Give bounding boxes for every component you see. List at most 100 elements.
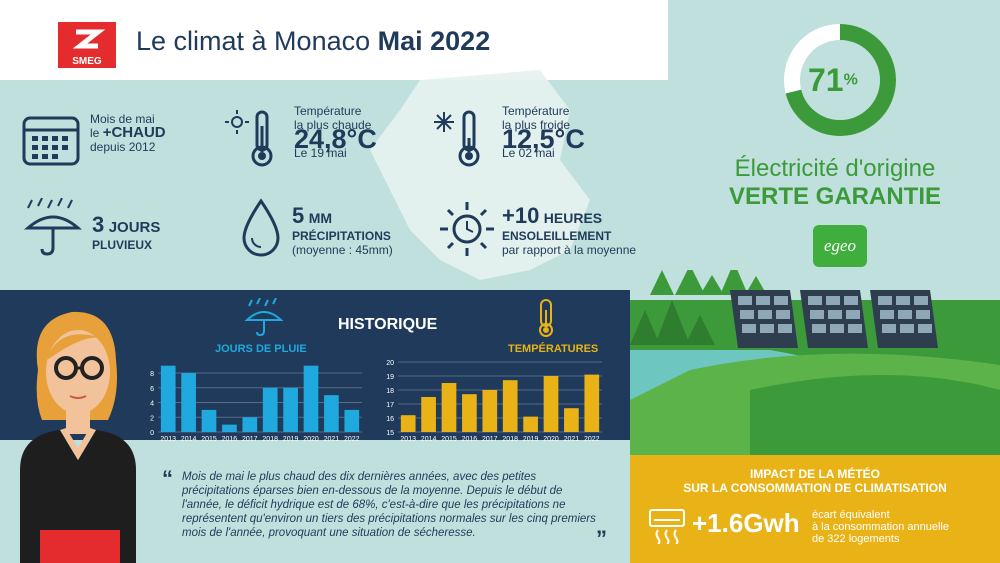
cold-thermometer-icon	[434, 110, 480, 167]
title-highlight: Mai 2022	[377, 26, 491, 56]
min-temp-label1: Température	[502, 104, 570, 118]
bar	[344, 409, 360, 432]
map-silhouette	[370, 70, 590, 280]
rain-days-value: 3	[92, 212, 105, 237]
historique-title: HISTORIQUE	[338, 316, 438, 333]
x-tick-label: 2013	[400, 436, 416, 443]
bar	[283, 387, 298, 432]
bar	[584, 374, 600, 432]
precip-unit: MM	[308, 210, 333, 226]
x-tick-label: 2018	[502, 436, 518, 443]
stat-min-temp: Température la plus froide 12,5°C Le 02 …	[502, 104, 632, 160]
smeg-logo[interactable]: SMEG	[58, 10, 116, 68]
hot-month-line3: depuis 2012	[90, 140, 156, 154]
x-tick-label: 2016	[222, 436, 238, 443]
water-drop-icon	[242, 198, 280, 257]
impact-title: IMPACT DE LA MÉTÉO SUR LA CONSOMMATION D…	[640, 467, 990, 495]
y-tick-label: 8	[150, 371, 154, 378]
bar	[262, 387, 278, 432]
max-temp-value: 24,8°C	[294, 124, 377, 154]
x-tick-label: 2017	[482, 436, 498, 443]
calendar-icon	[22, 116, 80, 166]
y-tick-label: 18	[386, 388, 394, 395]
stat-rain-days: 3 JOURS PLUVIEUX	[92, 212, 202, 252]
x-tick-label: 2013	[160, 436, 176, 443]
solar-panel	[730, 290, 798, 348]
x-tick-label: 2021	[564, 436, 580, 443]
y-tick-label: 15	[386, 430, 394, 437]
umbrella-icon	[244, 298, 284, 336]
sun-unit: HEURES	[543, 210, 603, 226]
bar	[160, 365, 176, 432]
bar	[201, 409, 217, 432]
rain-days-unit: JOURS	[108, 219, 161, 236]
x-tick-label: 2020	[303, 436, 319, 443]
open-quote-icon: “	[162, 466, 173, 491]
x-tick-label: 2014	[421, 436, 437, 443]
sun-label: ENSOLEILLEMENT	[502, 229, 612, 243]
bar	[441, 383, 457, 432]
impact-value: +1.6Gwh	[692, 508, 800, 538]
stat-sunshine: +10 HEURES ENSOLEILLEMENT par rapport à …	[502, 203, 672, 257]
hot-month-line1: Mois de mai	[90, 112, 155, 126]
x-tick-label: 2022	[584, 436, 600, 443]
y-tick-label: 6	[150, 386, 154, 393]
y-tick-label: 16	[386, 416, 394, 423]
page-title: Le climat à Monaco Mai 2022	[136, 26, 490, 57]
y-tick-label: 0	[150, 430, 154, 437]
temp-chart-title: TEMPÉRATURES	[508, 343, 599, 355]
bar	[222, 424, 237, 432]
x-tick-label: 2018	[262, 436, 278, 443]
min-temp-label2: la plus froide	[502, 118, 571, 132]
hot-month-bold: +CHAUD	[102, 124, 166, 141]
y-tick-label: 20	[386, 360, 394, 367]
rain-chart-title: JOURS DE PLUIE	[215, 343, 307, 355]
title-prefix: Le climat à Monaco	[136, 26, 371, 56]
x-tick-label: 2016	[462, 436, 478, 443]
air-conditioner-icon	[649, 509, 685, 544]
bar	[482, 390, 498, 432]
quote-text: Mois de mai le plus chaud des dix derniè…	[182, 471, 596, 539]
thermometer-icon	[539, 299, 553, 337]
max-temp-date: Le 19 mai	[294, 146, 347, 160]
min-temp-date: Le 02 mai	[502, 146, 555, 160]
y-tick-label: 2	[150, 415, 154, 422]
green-line1: Électricité d'origine	[734, 155, 936, 182]
x-tick-label: 2019	[523, 436, 539, 443]
x-tick-label: 2014	[181, 436, 197, 443]
bar	[324, 395, 339, 432]
green-percent-text: 71%	[808, 62, 858, 99]
impact-panel	[630, 455, 1000, 563]
bar	[462, 394, 477, 432]
solar-panel	[870, 290, 938, 348]
landscape-illustration	[630, 270, 1000, 460]
impact-title2: SUR LA CONSOMMATION DE CLIMATISATION	[683, 481, 947, 495]
y-tick-label: 4	[150, 401, 154, 408]
green-label: Électricité d'origine VERTE GARANTIE	[700, 155, 970, 211]
impact-title1: IMPACT DE LA MÉTÉO	[750, 467, 880, 481]
max-temp-label1: Température	[294, 104, 362, 118]
umbrella-rain-icon	[24, 198, 82, 256]
sun-sub: par rapport à la moyenne	[502, 243, 637, 257]
impact-desc1: écart équivalent	[812, 509, 890, 521]
x-tick-label: 2015	[441, 436, 457, 443]
solar-panel	[800, 290, 868, 348]
green-percent-ring	[784, 24, 896, 136]
hot-month-line2: le +CHAUD	[90, 124, 220, 141]
bar	[421, 397, 436, 432]
egeo-logo[interactable]: egeo	[813, 225, 867, 267]
bar	[400, 415, 416, 432]
woman-illustration	[20, 311, 136, 563]
bar	[502, 380, 518, 432]
bar	[303, 365, 319, 432]
bar	[523, 416, 538, 432]
hot-month-prefix: le	[90, 126, 100, 140]
min-temp-value: 12,5°C	[502, 124, 585, 154]
egeo-text: egeo	[823, 236, 857, 255]
x-tick-label: 2017	[242, 436, 258, 443]
bar	[242, 417, 258, 432]
x-tick-label: 2021	[324, 436, 340, 443]
y-tick-label: 19	[386, 374, 394, 381]
stat-hot-month: Mois de mai le +CHAUD depuis 2012	[90, 112, 220, 154]
green-line2: VERTE GARANTIE	[728, 183, 941, 210]
